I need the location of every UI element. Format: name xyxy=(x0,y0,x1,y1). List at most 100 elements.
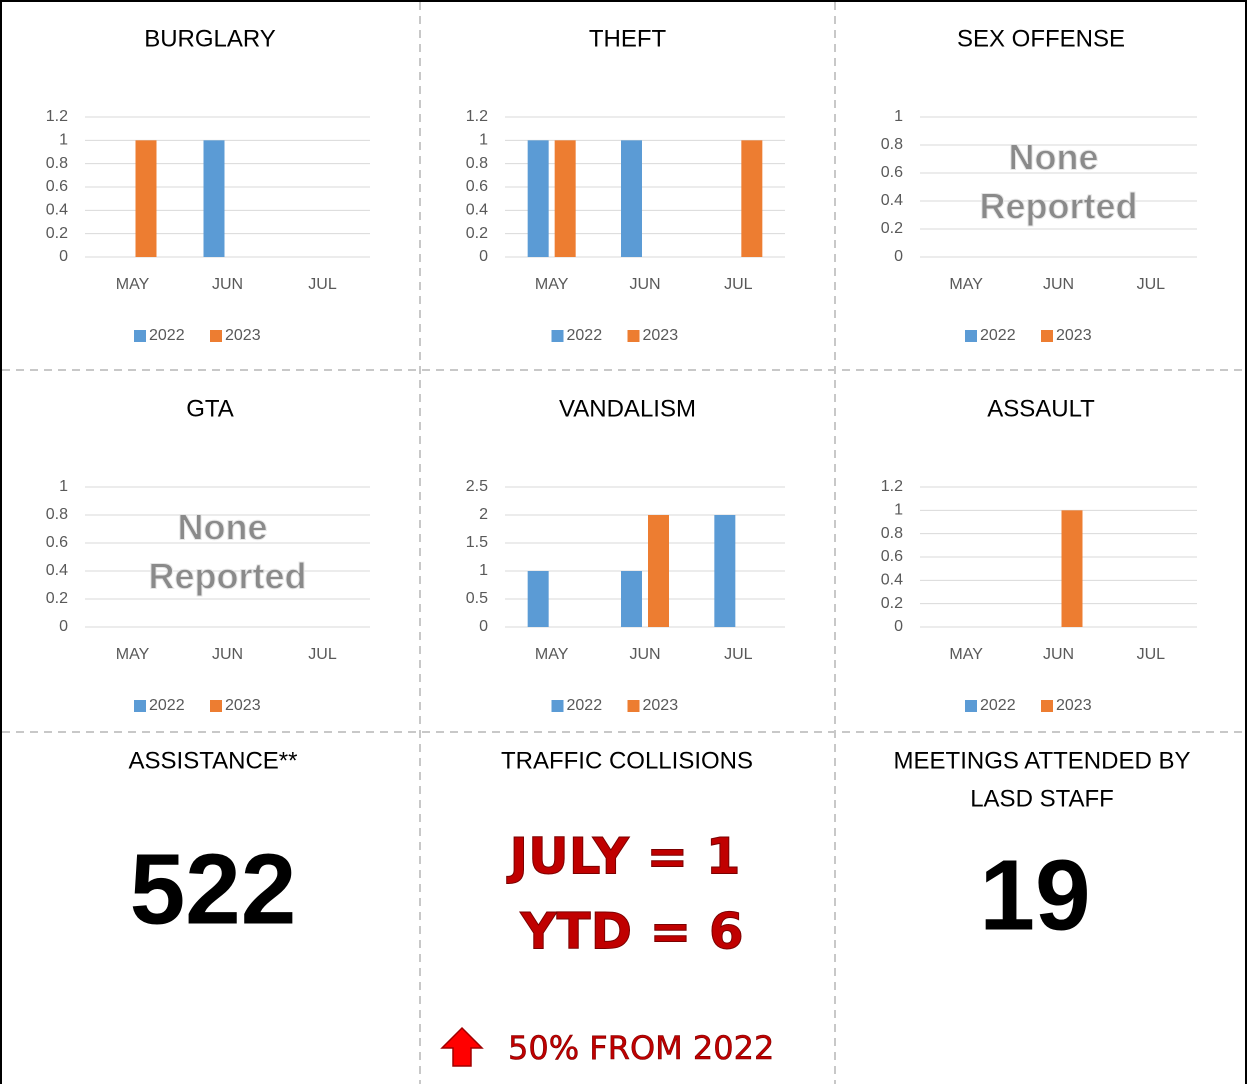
y-tick-label: 0.8 xyxy=(881,136,903,153)
legend-label: 2022 xyxy=(149,697,185,714)
bar xyxy=(203,140,225,257)
chart-title: ASSAULT xyxy=(987,395,1095,422)
legend-label: 2023 xyxy=(1056,327,1092,344)
chart-title: VANDALISM xyxy=(559,395,696,422)
y-tick-label: 1 xyxy=(479,132,488,149)
y-tick-label: 0 xyxy=(894,248,903,265)
x-tick-label: JUN xyxy=(629,276,660,293)
y-tick-label: 1.2 xyxy=(881,478,903,495)
y-tick-label: 0 xyxy=(479,248,488,265)
x-tick-label: MAY xyxy=(949,646,983,663)
legend-label: 2022 xyxy=(980,327,1016,344)
y-tick-label: 0.6 xyxy=(46,534,68,551)
x-tick-label: JUL xyxy=(1137,646,1166,663)
x-tick-label: JUN xyxy=(1043,276,1074,293)
y-tick-label: 0.8 xyxy=(46,506,68,523)
x-tick-label: MAY xyxy=(535,646,569,663)
y-tick-label: 1 xyxy=(59,132,68,149)
bar xyxy=(621,140,642,257)
x-tick-label: JUL xyxy=(308,646,337,663)
y-tick-label: 0.8 xyxy=(46,155,68,172)
y-tick-label: 0.6 xyxy=(466,178,488,195)
legend-label: 2022 xyxy=(980,697,1016,714)
bar xyxy=(135,140,157,257)
x-tick-label: JUL xyxy=(1137,276,1166,293)
stat-change: 50% FROM 2022 xyxy=(508,1029,774,1067)
stat-line: YTD = 6 xyxy=(519,903,743,961)
bar xyxy=(741,140,763,257)
legend-swatch xyxy=(551,330,564,342)
x-tick-label: JUN xyxy=(212,646,243,663)
legend-label: 2022 xyxy=(567,327,603,344)
y-tick-label: 0.4 xyxy=(881,192,903,209)
bar xyxy=(1061,510,1083,627)
x-tick-label: JUN xyxy=(1043,646,1074,663)
legend-label: 2023 xyxy=(643,327,679,344)
legend-swatch xyxy=(1041,330,1053,342)
y-tick-label: 0.6 xyxy=(46,178,68,195)
y-tick-label: 0.4 xyxy=(881,572,903,589)
y-tick-label: 2 xyxy=(479,506,488,523)
panel-title: MEETINGS ATTENDED BY xyxy=(894,747,1191,774)
y-tick-label: 0.8 xyxy=(881,525,903,542)
panel-title: LASD STAFF xyxy=(970,785,1114,812)
y-tick-label: 0.2 xyxy=(46,590,68,607)
x-tick-label: MAY xyxy=(116,276,150,293)
legend-label: 2022 xyxy=(149,327,185,344)
legend-label: 2023 xyxy=(225,697,261,714)
annotation: Reported xyxy=(148,556,306,597)
legend-label: 2023 xyxy=(643,697,679,714)
annotation: Reported xyxy=(979,186,1137,227)
legend-label: 2023 xyxy=(1056,697,1092,714)
legend-swatch xyxy=(965,700,977,712)
bar xyxy=(648,515,669,627)
x-tick-label: JUL xyxy=(308,276,337,293)
y-tick-label: 1 xyxy=(894,108,903,125)
legend-swatch xyxy=(210,330,222,342)
legend-label: 2023 xyxy=(225,327,261,344)
bar xyxy=(714,515,736,627)
chart-title: BURGLARY xyxy=(144,25,276,52)
stat-value: 522 xyxy=(130,833,297,945)
y-tick-label: 0.6 xyxy=(881,164,903,181)
x-tick-label: JUL xyxy=(724,646,753,663)
stat-line: JULY = 1 xyxy=(507,828,741,886)
legend-swatch xyxy=(134,700,146,712)
bar xyxy=(527,571,549,627)
y-tick-label: 1 xyxy=(479,562,488,579)
legend-label: 2022 xyxy=(567,697,603,714)
x-tick-label: MAY xyxy=(949,276,983,293)
y-tick-label: 0.4 xyxy=(466,202,488,219)
y-tick-label: 0.4 xyxy=(46,562,68,579)
y-tick-label: 0.4 xyxy=(46,202,68,219)
y-tick-label: 0 xyxy=(59,248,68,265)
bar xyxy=(621,571,642,627)
x-tick-label: JUN xyxy=(212,276,243,293)
legend-swatch xyxy=(1041,700,1053,712)
legend-swatch xyxy=(551,700,564,712)
panel-title: TRAFFIC COLLISIONS xyxy=(501,747,753,774)
y-tick-label: 0.2 xyxy=(466,225,488,242)
annotation: None xyxy=(178,507,268,548)
y-tick-label: 1 xyxy=(59,478,68,495)
y-tick-label: 0.5 xyxy=(466,590,488,607)
y-tick-label: 0 xyxy=(479,618,488,635)
y-tick-label: 0.2 xyxy=(881,595,903,612)
x-tick-label: JUL xyxy=(724,276,753,293)
legend-swatch xyxy=(627,700,640,712)
panel-title: ASSISTANCE** xyxy=(129,747,298,774)
y-tick-label: 2.5 xyxy=(466,478,488,495)
y-tick-label: 1.2 xyxy=(46,108,68,125)
x-tick-label: MAY xyxy=(116,646,150,663)
legend-swatch xyxy=(134,330,146,342)
y-tick-label: 0.8 xyxy=(466,155,488,172)
y-tick-label: 0.2 xyxy=(46,225,68,242)
y-tick-label: 1.2 xyxy=(466,108,488,125)
bar xyxy=(554,140,576,257)
legend-swatch xyxy=(627,330,640,342)
y-tick-label: 1 xyxy=(894,502,903,519)
y-tick-label: 0.2 xyxy=(881,220,903,237)
legend-swatch xyxy=(210,700,222,712)
